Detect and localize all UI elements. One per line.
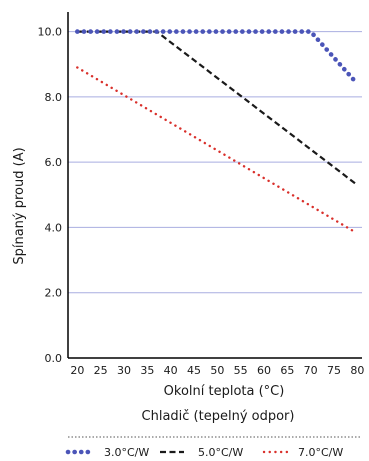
x-tick-label: 80 xyxy=(350,364,364,377)
y-tick-label: 8.0 xyxy=(45,91,63,104)
x-tick-label: 65 xyxy=(280,364,294,377)
x-tick-label: 75 xyxy=(327,364,341,377)
legend-title: Chladič (tepelný odpor) xyxy=(142,409,295,424)
x-tick-label: 25 xyxy=(94,364,108,377)
x-tick-label: 30 xyxy=(117,364,131,377)
axes xyxy=(67,12,362,359)
legend-label: 3.0°C/W xyxy=(104,446,149,459)
y-axis-title: Spínaný proud (A) xyxy=(12,147,27,264)
legend-label: 5.0°C/W xyxy=(198,446,243,459)
x-tick-label: 50 xyxy=(210,364,224,377)
x-tick-label: 35 xyxy=(140,364,154,377)
x-tick-label: 40 xyxy=(164,364,178,377)
y-tick-label: 4.0 xyxy=(45,221,63,234)
x-tick-label: 70 xyxy=(304,364,318,377)
series-line xyxy=(75,29,360,87)
y-tick-label: 10.0 xyxy=(38,26,63,39)
x-tick-label: 45 xyxy=(187,364,201,377)
x-tick-label: 55 xyxy=(234,364,248,377)
x-tick-label: 60 xyxy=(257,364,271,377)
x-axis-title: Okolní teplota (°C) xyxy=(164,384,285,399)
y-tick-label: 6.0 xyxy=(45,156,63,169)
x-tick-label: 20 xyxy=(70,364,84,377)
legend: 3.0°C/W 5.0°C/W 7.0°C/W xyxy=(65,446,343,459)
grid-lines xyxy=(68,31,362,294)
x-tick-labels: 20 25 30 35 40 45 50 55 60 65 70 75 80 xyxy=(70,364,364,377)
series-line xyxy=(76,66,354,232)
legend-label: 7.0°C/W xyxy=(298,446,343,459)
series-lines xyxy=(75,29,360,232)
y-tick-label: 2.0 xyxy=(45,287,63,300)
y-tick-labels: 0.0 2.0 4.0 6.0 8.0 10.0 xyxy=(38,26,63,365)
y-tick-label: 0.0 xyxy=(45,352,63,365)
